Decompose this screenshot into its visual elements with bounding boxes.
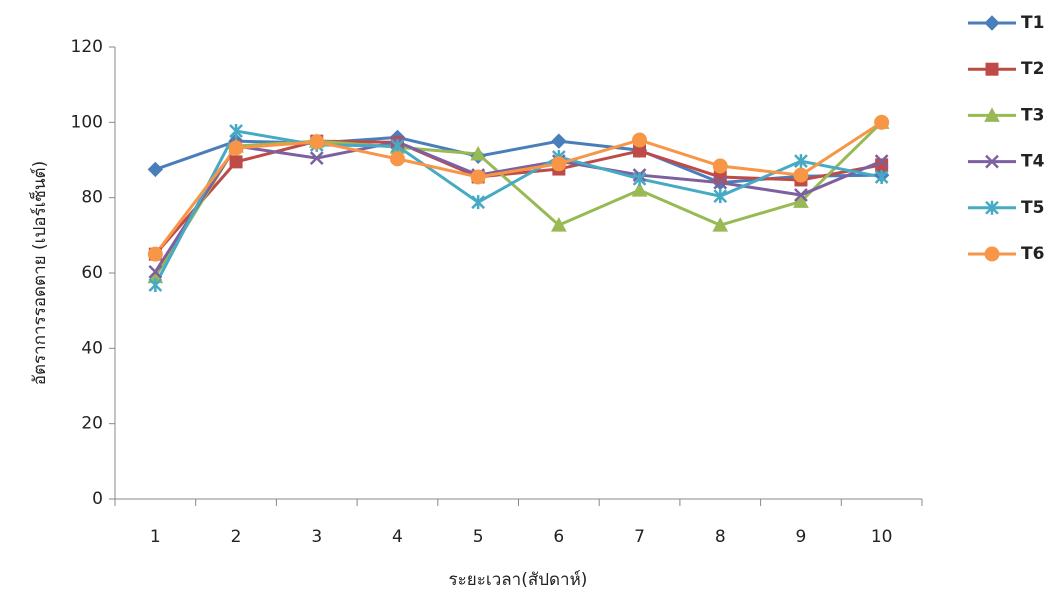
x-tick-label: 1: [150, 527, 161, 547]
y-tick-label: 100: [71, 112, 103, 132]
point: [794, 154, 808, 169]
point: [229, 123, 243, 138]
x-tick-label: 6: [553, 527, 564, 547]
legend-label: T2: [1021, 59, 1044, 79]
series-line: [154, 139, 882, 256]
point: [793, 193, 809, 208]
point: [389, 151, 405, 167]
x-tick-label: 8: [715, 527, 726, 547]
point: [985, 154, 999, 169]
x-tick-label: 7: [634, 527, 645, 547]
point: [229, 155, 243, 169]
point: [551, 217, 567, 232]
point: [794, 188, 808, 202]
y-tick-label: 20: [81, 414, 103, 434]
point: [874, 169, 889, 184]
point: [984, 15, 1000, 31]
point: [631, 182, 648, 197]
point: [148, 278, 163, 293]
point: [632, 132, 648, 148]
y-tick-label: 80: [81, 188, 103, 208]
point: [985, 62, 999, 76]
point: [147, 246, 163, 262]
point: [147, 161, 164, 178]
point: [309, 151, 324, 166]
x-tick-label: 2: [231, 527, 242, 547]
point: [551, 133, 567, 149]
point: [984, 107, 1000, 122]
point: [632, 171, 647, 186]
x-tick-label: 9: [796, 527, 807, 547]
x-tick-label: 5: [473, 527, 484, 547]
y-tick-label: 40: [81, 338, 103, 358]
point: [874, 154, 889, 169]
x-tick-label: 3: [311, 527, 322, 547]
legend-label: T3: [1021, 105, 1044, 125]
legend-label: T6: [1021, 244, 1044, 264]
x-axis-title: ระยะเวลา(สัปดาห์): [449, 570, 588, 590]
point: [148, 264, 163, 279]
point: [713, 189, 728, 204]
point: [390, 139, 405, 154]
point: [228, 140, 244, 156]
y-tick-label: 0: [92, 489, 103, 509]
series-line: [154, 140, 883, 273]
y-tick-label: 120: [71, 37, 103, 57]
y-tick-label: 60: [81, 263, 103, 283]
series-line: [154, 121, 883, 256]
point: [984, 246, 1000, 262]
x-tick-label: 10: [871, 527, 893, 547]
point: [309, 134, 325, 150]
point: [712, 158, 728, 174]
legend-label: T5: [1021, 198, 1044, 218]
x-tick-label: 4: [392, 527, 403, 547]
point: [985, 200, 999, 215]
point: [713, 175, 728, 190]
point: [551, 156, 567, 172]
point: [712, 217, 729, 232]
legend-label: T4: [1021, 152, 1045, 172]
point: [471, 195, 486, 210]
point: [470, 145, 486, 161]
legend-label: T1: [1021, 13, 1044, 33]
point: [470, 169, 486, 185]
y-axis-title: อัตราการรอดตาย (เปอร์เซ็นต์): [28, 161, 50, 385]
point: [874, 114, 890, 130]
point: [793, 167, 809, 183]
series-line: [154, 129, 882, 286]
